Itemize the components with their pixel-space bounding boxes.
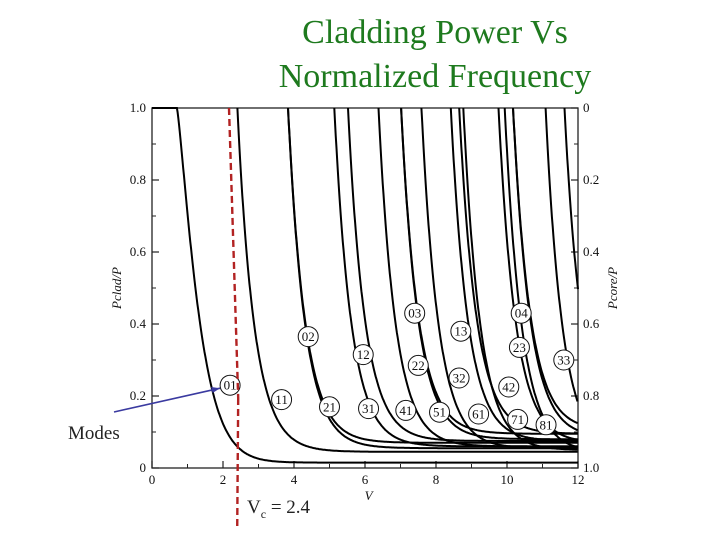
y2-axis-title: Pcore/P <box>605 267 620 310</box>
y-tick-label: 0.6 <box>130 244 147 259</box>
y-tick-label: 0 <box>140 460 147 475</box>
modes-annotation-label: Modes <box>68 423 120 444</box>
x-tick-label: 0 <box>149 472 156 487</box>
mode-curve-31 <box>333 107 578 448</box>
chart-title-line-1: Cladding Power Vs <box>302 14 568 51</box>
mode-curve-22 <box>400 107 578 441</box>
mode-label-33: 33 <box>557 353 570 368</box>
y-tick-label: 0.2 <box>130 388 146 403</box>
mode-label-circle-32 <box>448 367 470 389</box>
mode-curve-42 <box>497 107 579 441</box>
modes-arrow-head <box>211 387 221 394</box>
mode-label-42: 42 <box>502 380 515 395</box>
mode-label-circle-01 <box>219 374 241 396</box>
mode-label-41: 41 <box>399 403 412 418</box>
x-tick-label: 6 <box>362 472 369 487</box>
modes-arrow-line <box>113 387 221 413</box>
y-tick-label: 1.0 <box>130 100 146 115</box>
mode-label-circle-11 <box>271 389 293 411</box>
mode-curve-71 <box>503 107 579 449</box>
mode-curve-03 <box>400 107 578 435</box>
mode-label-32: 32 <box>453 371 466 386</box>
mode-label-circle-51 <box>429 401 451 423</box>
mode-curve-61 <box>462 107 578 451</box>
mode-label-circle-12 <box>352 344 374 366</box>
mode-label-circle-23 <box>508 336 530 358</box>
y-tick-label: 0.8 <box>130 172 146 187</box>
mode-curve-12 <box>347 107 578 442</box>
mode-label-circle-61 <box>468 403 490 425</box>
x-tick-label: 4 <box>291 472 298 487</box>
mode-label-13: 13 <box>454 324 467 339</box>
mode-label-31: 31 <box>362 401 375 416</box>
y2-tick-label: 0.4 <box>583 244 600 259</box>
mode-label-02: 02 <box>302 329 315 344</box>
mode-label-71: 71 <box>511 412 524 427</box>
cutoff-line-lower <box>236 397 240 531</box>
y2-tick-label: 0.6 <box>583 316 600 331</box>
mode-label-22: 22 <box>412 358 425 373</box>
mode-label-circle-03 <box>404 302 426 324</box>
mode-label-21: 21 <box>323 399 336 414</box>
y-tick-label: 0.4 <box>130 316 147 331</box>
mode-label-12: 12 <box>357 347 370 362</box>
mode-label-11: 11 <box>275 392 288 407</box>
x-tick-label: 8 <box>433 472 440 487</box>
y2-tick-label: 1.0 <box>583 460 599 475</box>
mode-label-81: 81 <box>540 417 553 432</box>
x-tick-label: 2 <box>220 472 227 487</box>
y2-tick-label: 0.8 <box>583 388 599 403</box>
mode-curve-33 <box>563 107 579 290</box>
mode-label-circle-21 <box>319 396 340 418</box>
mode-label-circle-33 <box>553 349 575 371</box>
mode-label-circle-02 <box>297 326 319 348</box>
mode-curve-01 <box>152 107 578 464</box>
x-tick-label: 12 <box>572 472 585 487</box>
mode-label-circle-42 <box>498 376 520 398</box>
y2-tick-label: 0.2 <box>583 172 599 187</box>
y2-tick-label: 0 <box>583 100 590 115</box>
mode-label-circle-81 <box>535 414 557 436</box>
mode-label-01: 01 <box>224 378 237 393</box>
annotation-overlay <box>113 107 240 531</box>
mode-label-circle-31 <box>358 398 380 420</box>
chart-title-line-2: Normalized Frequency <box>278 58 592 95</box>
mode-curve-04 <box>512 107 578 425</box>
mode-label-circle-04 <box>510 302 532 324</box>
mode-curve-81 <box>544 107 579 402</box>
mode-label-03: 03 <box>408 306 421 321</box>
mode-label-04: 04 <box>515 306 529 321</box>
cutoff-line-upper <box>227 107 240 399</box>
mode-labels: 01 11 21 02 31 12 41 22 03 51 32 13 61 42 71 23 04 81 33 <box>219 302 575 436</box>
axis-ticks: 0 2 4 6 8 10 1200.20.40.60.81.01.00.80.60.40.2… <box>109 100 620 503</box>
y-axis-title: Pclad/P <box>109 267 124 310</box>
mode-curve-51 <box>420 107 578 450</box>
x-axis-title: V <box>365 488 375 503</box>
mode-label-circle-41 <box>395 399 417 421</box>
cutoff-value-label: Vc = 2.4 <box>247 497 311 521</box>
mode-label-circle-22 <box>407 354 429 376</box>
mode-label-circle-13 <box>450 320 472 342</box>
mode-curve-11 <box>236 107 578 453</box>
mode-label-23: 23 <box>513 340 526 355</box>
mode-label-61: 61 <box>472 407 485 422</box>
mode-label-51: 51 <box>433 405 446 420</box>
mode-label-circle-71 <box>507 408 529 430</box>
x-tick-label: 10 <box>501 472 514 487</box>
